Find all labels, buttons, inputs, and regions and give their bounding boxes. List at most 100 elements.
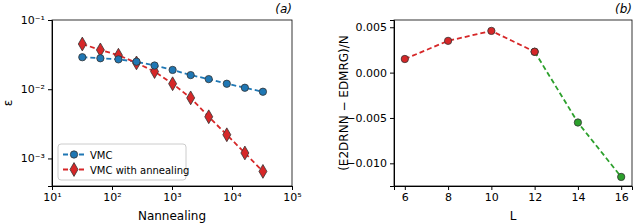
point — [259, 165, 267, 179]
y-tick-mark — [48, 158, 52, 159]
x-tick-mark — [112, 186, 113, 190]
x-tick: 10 — [485, 186, 499, 204]
y-tick: 10⁻¹ — [21, 14, 52, 27]
series-line — [535, 52, 622, 177]
x-axis: 10¹ 10² 10³ 10⁴ 10⁵ — [43, 186, 301, 204]
series-line — [405, 31, 535, 59]
point — [114, 48, 122, 62]
y-tick: −0.005 — [346, 112, 394, 125]
y-tick-label: 0.005 — [356, 21, 388, 34]
y-tick-label: 0.000 — [356, 67, 388, 80]
y-tick-label: −0.005 — [346, 112, 387, 125]
x-tick-label: 10 — [485, 191, 499, 204]
point — [205, 110, 213, 124]
plot-frame — [394, 20, 632, 186]
point — [223, 128, 231, 142]
x-tick-mark — [448, 186, 449, 190]
point — [187, 71, 194, 78]
x-tick-label: 16 — [615, 191, 629, 204]
x-tick-mark — [535, 186, 536, 190]
x-axis: 6 8 10 12 14 16 — [395, 186, 633, 204]
x-axis-line — [395, 187, 633, 191]
y-tick: −0.010 — [346, 157, 394, 170]
y-axis-title: (E2DRNN − EDMRG)/N — [337, 35, 351, 171]
x-tick-label: 6 — [402, 191, 409, 204]
point — [488, 27, 495, 34]
y-tick-mark — [390, 163, 394, 164]
legend-marker — [70, 151, 77, 158]
point — [151, 62, 158, 69]
figure: 10¹ 10² 10³ 10⁴ 10⁵ 10⁻³ 10⁻² 10⁻¹ (a) Nannealing… — [0, 0, 640, 223]
point — [259, 88, 266, 95]
point — [223, 80, 230, 87]
x-tick: 14 — [571, 186, 585, 204]
x-tick: 10⁵ — [283, 186, 301, 204]
x-tick: 8 — [445, 186, 452, 204]
y-axis: −0.010 −0.005 0.000 0.005 — [346, 21, 394, 187]
y-tick: 0.005 — [356, 21, 395, 34]
x-tick-label: 10³ — [163, 191, 181, 204]
point — [169, 77, 177, 91]
point — [97, 55, 104, 62]
x-tick: 10³ — [163, 186, 181, 204]
y-tick: 0.000 — [356, 67, 395, 80]
point — [401, 55, 408, 62]
point — [169, 66, 176, 73]
y-tick-mark — [390, 73, 394, 74]
x-tick: 10⁴ — [223, 186, 242, 204]
plot-frame — [52, 20, 292, 186]
y-tick-mark — [48, 89, 52, 90]
point — [187, 91, 195, 105]
legend-label: VMC with annealing — [90, 165, 189, 176]
point — [78, 37, 86, 51]
x-tick-mark — [172, 186, 173, 190]
x-tick-label: 14 — [571, 191, 585, 204]
y-tick-label: 10⁻³ — [21, 152, 45, 165]
x-tick: 16 — [615, 186, 629, 204]
point — [133, 58, 140, 65]
y-tick-label: 10⁻¹ — [21, 14, 45, 27]
x-axis-title: Nannealing — [138, 209, 206, 223]
legend-marker — [70, 163, 78, 177]
x-tick: 10¹ — [43, 186, 61, 204]
panel-title: (a) — [275, 2, 292, 16]
y-tick-mark — [390, 27, 394, 28]
point — [618, 173, 625, 180]
panel: 10¹ 10² 10³ 10⁴ 10⁵ 10⁻³ 10⁻² 10⁻¹ (a) Nannealing… — [1, 2, 302, 223]
x-tick-mark — [621, 186, 622, 190]
x-tick-label: 10¹ — [43, 191, 61, 204]
x-axis-line — [53, 187, 293, 191]
x-tick-mark — [578, 186, 579, 190]
x-tick: 12 — [528, 186, 542, 204]
x-tick-mark — [491, 186, 492, 190]
point — [444, 37, 451, 44]
x-tick-mark — [405, 186, 406, 190]
x-tick-label: 10⁵ — [283, 191, 301, 204]
y-tick-label: 10⁻² — [21, 83, 45, 96]
point — [241, 146, 249, 160]
point — [79, 54, 86, 61]
legend-label: VMC — [90, 150, 112, 161]
y-tick-label: −0.010 — [346, 157, 387, 170]
x-tick-label: 10² — [103, 191, 121, 204]
panel-title: (b) — [615, 2, 632, 16]
x-tick: 10² — [103, 186, 121, 204]
y-tick: 10⁻² — [21, 83, 52, 96]
point — [574, 119, 581, 126]
y-tick-mark — [48, 20, 52, 21]
y-tick: 10⁻³ — [21, 152, 52, 165]
x-tick-mark — [232, 186, 233, 190]
point — [241, 84, 248, 91]
x-tick: 6 — [402, 186, 409, 204]
y-axis-line — [48, 21, 53, 187]
point — [133, 56, 141, 70]
point — [531, 48, 538, 55]
plot-area — [401, 27, 625, 180]
y-axis-title: ε — [1, 100, 15, 107]
point — [205, 75, 212, 82]
y-axis: 10⁻³ 10⁻² 10⁻¹ — [21, 14, 53, 186]
y-tick-mark — [390, 118, 394, 119]
x-axis-title: L — [510, 209, 517, 223]
series-line — [82, 57, 263, 92]
panel: 6 8 10 12 14 16 −0.010 −0.005 0.000 0.005 (b) L (E2D… — [337, 2, 633, 223]
